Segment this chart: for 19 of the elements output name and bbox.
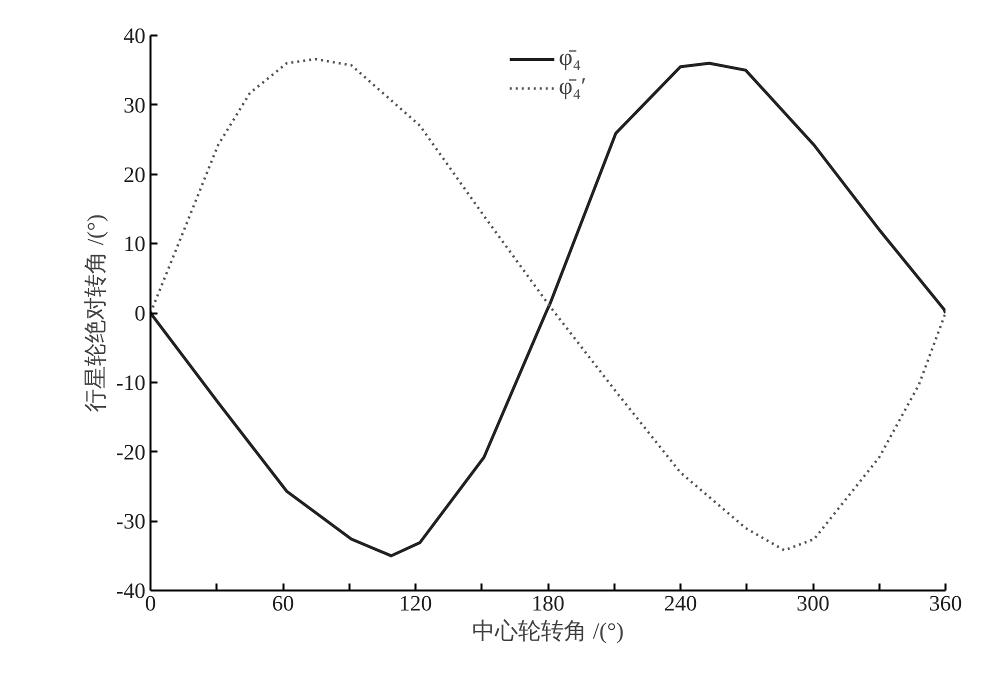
- x-tick-label: 60: [272, 590, 294, 616]
- x-tick-label: 120: [399, 590, 432, 616]
- legend-label: φ̄₄: [558, 45, 581, 72]
- x-tick-label: 300: [796, 590, 830, 616]
- y-tick-label: -30: [116, 508, 146, 534]
- x-tick-label: 180: [532, 590, 564, 616]
- legend-label: φ̄₄′: [558, 74, 586, 101]
- y-tick-label: 0: [134, 300, 146, 326]
- y-tick-label: 10: [124, 231, 146, 256]
- x-tick-label: 240: [664, 590, 697, 616]
- y-tick-label: 30: [124, 92, 146, 118]
- y-tick-label: 40: [124, 23, 146, 48]
- y-tick-label: -10: [116, 370, 146, 395]
- y-axis-title: 行星轮绝对转角 /(°): [83, 214, 108, 412]
- y-tick-label: 20: [124, 162, 146, 187]
- y-tick-label: -20: [116, 439, 146, 464]
- y-tick-label: -40: [116, 578, 146, 603]
- x-axis-title: 中心轮转角 /(°): [472, 618, 624, 644]
- x-tick-label: 360: [929, 590, 962, 616]
